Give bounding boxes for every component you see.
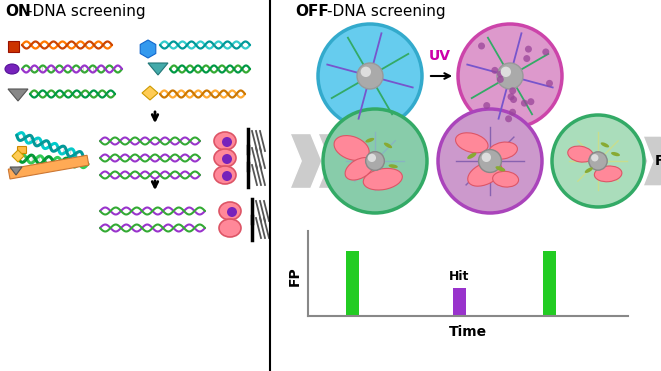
- Circle shape: [438, 109, 542, 213]
- Polygon shape: [643, 136, 661, 186]
- Ellipse shape: [214, 132, 236, 150]
- Ellipse shape: [611, 152, 620, 156]
- Bar: [346, 251, 359, 316]
- Polygon shape: [140, 40, 156, 58]
- Polygon shape: [290, 134, 322, 188]
- Ellipse shape: [345, 158, 373, 180]
- Polygon shape: [148, 63, 168, 75]
- Circle shape: [318, 24, 422, 128]
- Circle shape: [552, 115, 644, 207]
- Circle shape: [509, 87, 516, 94]
- Circle shape: [510, 96, 517, 103]
- Circle shape: [479, 150, 502, 173]
- Polygon shape: [318, 134, 350, 188]
- Circle shape: [222, 154, 232, 164]
- Ellipse shape: [492, 171, 519, 187]
- Circle shape: [505, 115, 512, 122]
- Circle shape: [483, 102, 490, 109]
- Circle shape: [524, 55, 530, 62]
- Circle shape: [508, 93, 514, 100]
- Ellipse shape: [214, 166, 236, 184]
- Circle shape: [509, 109, 516, 116]
- Ellipse shape: [214, 149, 236, 167]
- Circle shape: [222, 137, 232, 147]
- Wedge shape: [230, 223, 239, 233]
- Polygon shape: [142, 86, 158, 100]
- Text: FP: FP: [288, 266, 302, 286]
- Circle shape: [525, 46, 532, 53]
- Ellipse shape: [455, 133, 488, 153]
- Circle shape: [527, 98, 534, 105]
- Circle shape: [222, 171, 232, 181]
- Bar: [543, 251, 556, 316]
- Circle shape: [500, 67, 511, 77]
- Bar: [9, 155, 89, 179]
- Polygon shape: [8, 89, 28, 101]
- Ellipse shape: [568, 146, 594, 162]
- Polygon shape: [620, 136, 648, 186]
- Circle shape: [521, 100, 528, 106]
- Circle shape: [366, 152, 384, 170]
- Text: Time: Time: [449, 325, 487, 339]
- Circle shape: [542, 49, 549, 55]
- Polygon shape: [12, 150, 24, 162]
- Circle shape: [323, 109, 427, 213]
- Circle shape: [361, 67, 371, 77]
- Ellipse shape: [389, 164, 398, 168]
- Circle shape: [478, 43, 485, 49]
- Ellipse shape: [496, 166, 506, 171]
- Ellipse shape: [364, 168, 403, 190]
- Ellipse shape: [5, 64, 19, 74]
- Circle shape: [546, 80, 553, 87]
- Circle shape: [227, 207, 237, 217]
- Ellipse shape: [468, 162, 502, 186]
- Ellipse shape: [384, 142, 392, 148]
- Circle shape: [458, 24, 562, 128]
- Ellipse shape: [219, 219, 241, 237]
- Text: OFF: OFF: [295, 4, 329, 19]
- Bar: [8, 41, 19, 52]
- Ellipse shape: [334, 135, 369, 160]
- Text: -DNA screening: -DNA screening: [27, 4, 145, 19]
- Circle shape: [497, 63, 523, 89]
- Ellipse shape: [488, 142, 518, 159]
- Ellipse shape: [480, 159, 494, 168]
- FancyBboxPatch shape: [17, 147, 26, 154]
- Text: Flow: Flow: [655, 154, 661, 168]
- Ellipse shape: [585, 167, 593, 173]
- Ellipse shape: [366, 138, 374, 142]
- Ellipse shape: [219, 202, 241, 220]
- Circle shape: [491, 67, 498, 74]
- Text: Hit: Hit: [449, 270, 470, 283]
- Polygon shape: [10, 167, 22, 175]
- Circle shape: [357, 63, 383, 89]
- Circle shape: [497, 76, 504, 83]
- Circle shape: [591, 154, 598, 161]
- Polygon shape: [346, 134, 378, 188]
- Circle shape: [497, 70, 504, 78]
- Circle shape: [482, 153, 491, 162]
- Ellipse shape: [594, 166, 622, 182]
- Text: UV: UV: [429, 49, 451, 63]
- Bar: [453, 288, 466, 316]
- Ellipse shape: [467, 152, 477, 159]
- Text: ON: ON: [5, 4, 31, 19]
- Circle shape: [368, 154, 376, 162]
- Ellipse shape: [601, 142, 609, 147]
- Circle shape: [589, 152, 607, 170]
- Text: -DNA screening: -DNA screening: [327, 4, 446, 19]
